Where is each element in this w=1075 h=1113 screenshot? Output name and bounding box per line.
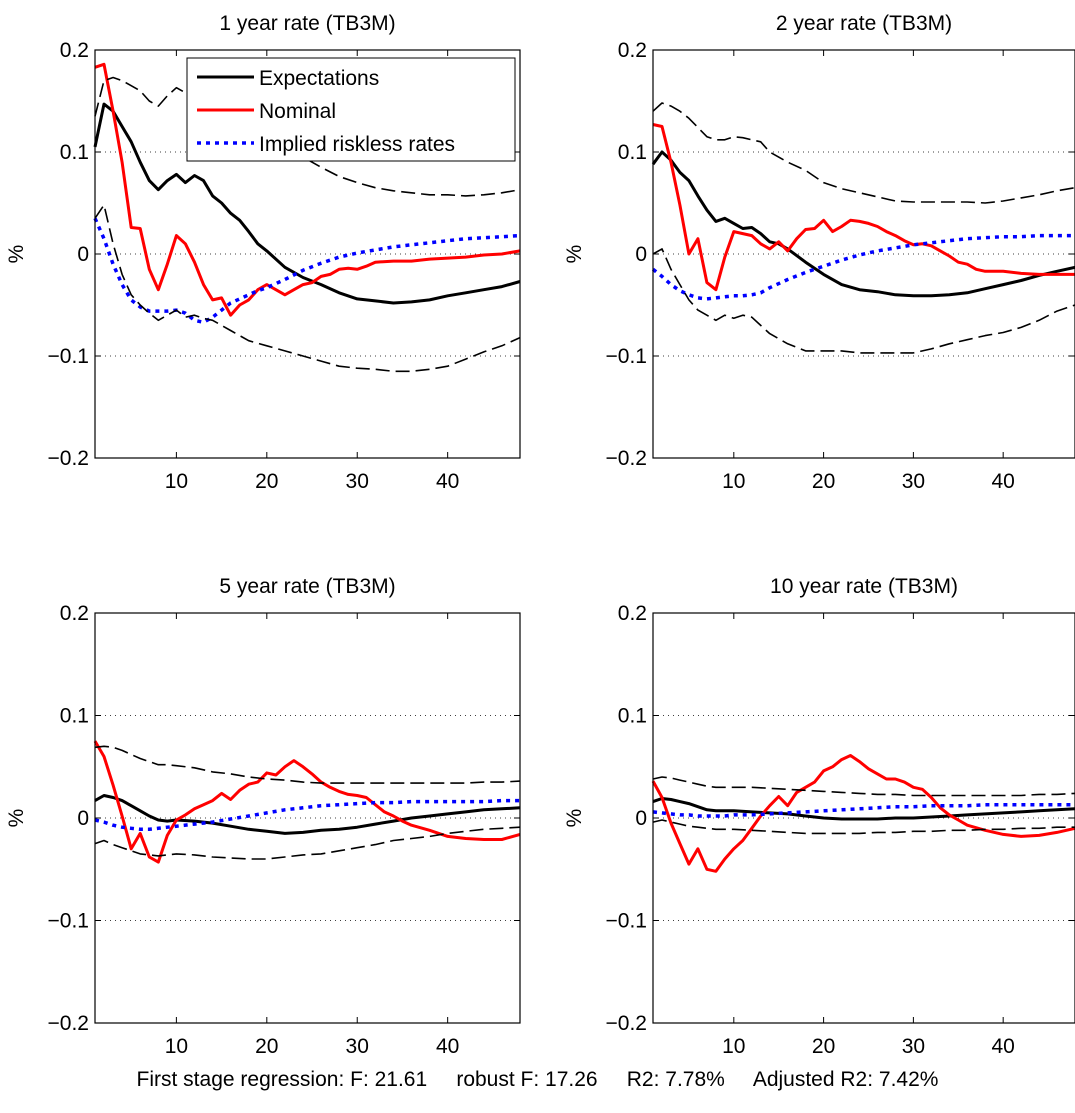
series-line-expectations (94, 794, 521, 835)
x-tick-label: 20 (255, 1035, 278, 1058)
plot-frame (94, 612, 521, 1024)
series-line-expectations (93, 102, 521, 305)
legend-label: Expectations (259, 67, 379, 90)
series-line-implied-riskless-rates (94, 798, 520, 832)
y-axis-label: % (563, 809, 586, 828)
series-line-nominal (93, 740, 521, 864)
x-tick-label: 20 (812, 470, 835, 493)
x-tick-label: 30 (902, 470, 925, 493)
x-tick-label: 10 (165, 1035, 188, 1058)
y-tick-label: 0.1 (60, 141, 89, 164)
x-tick-label: 30 (346, 1035, 369, 1058)
legend: Expectations Nominal Implied riskless rate… (186, 57, 516, 162)
x-tick-label: 20 (812, 1035, 835, 1058)
y-tick-label: −0.2 (606, 447, 647, 470)
chart-panel-4: −0.2 −0.1 0 0.1 0.2 10 20 30 40 10 year rate (TB3… (563, 575, 1075, 1058)
y-tick-label: 0.2 (618, 39, 647, 62)
chart-title: 10 year rate (TB3M) (770, 575, 958, 598)
y-tick-label: 0.1 (618, 705, 647, 728)
series-line-nominal (652, 123, 1075, 292)
series-line-upper-band (652, 776, 1075, 797)
chart-title: 5 year rate (TB3M) (219, 575, 395, 598)
y-tick-label: 0.1 (60, 705, 89, 728)
figure: −0.2 −0.1 0 0.1 0.2 10 20 30 40 1 year rate (TB3M… (5, 12, 1075, 1058)
chart-title: 2 year rate (TB3M) (776, 12, 952, 35)
series-line-nominal (651, 754, 1075, 873)
y-axis-label: % (563, 245, 586, 264)
y-tick-label: 0 (635, 807, 647, 830)
y-tick-label: 0.1 (618, 141, 647, 164)
series-line-lower-band (652, 819, 1075, 835)
x-tick-label: 40 (436, 470, 459, 493)
x-tick-label: 30 (902, 1035, 925, 1058)
y-tick-label: −0.2 (48, 447, 89, 470)
x-tick-label: 20 (255, 470, 278, 493)
x-tick-label: 40 (436, 1035, 459, 1058)
series-line-lower-band (94, 826, 521, 860)
chart-panel-2: −0.2 −0.1 0 0.1 0.2 10 20 30 40 2 year rate (TB3M… (563, 12, 1075, 493)
x-tick-label: 10 (722, 1035, 745, 1058)
x-tick-label: 30 (346, 470, 369, 493)
y-tick-label: 0 (77, 807, 89, 830)
series-line-expectations (651, 150, 1075, 298)
series-line-lower-band (652, 248, 1075, 354)
y-tick-label: 0.2 (60, 39, 89, 62)
first-stage-regression-stats: First stage regression: F: 21.61 robust … (136, 1068, 939, 1091)
series-line-lower-band (94, 204, 521, 373)
y-axis-label: % (5, 809, 28, 828)
legend-label: Nominal (259, 100, 336, 123)
y-tick-label: 0.2 (618, 602, 647, 625)
legend-label: Implied riskless rates (259, 133, 455, 156)
y-tick-label: −0.1 (48, 910, 89, 933)
y-tick-label: −0.1 (606, 910, 647, 933)
y-tick-label: 0 (77, 243, 89, 266)
chart-panel-3: −0.2 −0.1 0 0.1 0.2 10 20 30 40 5 year rate (TB3M… (5, 575, 521, 1058)
x-tick-label: 40 (991, 1035, 1014, 1058)
series-line-implied-riskless-rates (93, 217, 521, 325)
y-tick-label: 0 (635, 243, 647, 266)
chart-title: 1 year rate (TB3M) (219, 12, 395, 35)
series-line-upper-band (94, 745, 521, 784)
chart-panel-1: −0.2 −0.1 0 0.1 0.2 10 20 30 40 1 year rate (TB3M… (5, 12, 521, 493)
series-line-expectations (652, 797, 1075, 821)
y-tick-label: −0.2 (48, 1012, 89, 1035)
series-line-upper-band (652, 102, 1075, 204)
y-axis-label: % (5, 245, 28, 264)
x-tick-label: 10 (722, 470, 745, 493)
y-tick-label: −0.2 (606, 1012, 647, 1035)
y-tick-label: −0.1 (48, 345, 89, 368)
y-tick-label: 0.2 (60, 602, 89, 625)
x-tick-label: 40 (991, 470, 1014, 493)
x-tick-label: 10 (165, 470, 188, 493)
y-tick-label: −0.1 (606, 345, 647, 368)
series-line-implied-riskless-rates (652, 802, 1075, 818)
